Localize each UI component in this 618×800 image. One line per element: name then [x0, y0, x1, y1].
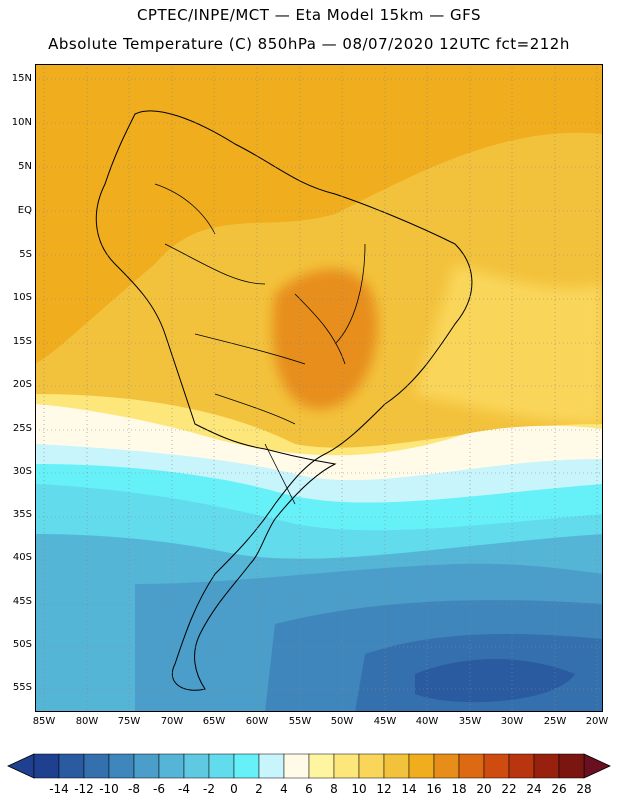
colorbar-min-arrow: [7, 753, 35, 779]
colorbar-max-arrow: [583, 753, 611, 779]
colorbar-swatch: [458, 753, 485, 779]
colorbar-swatch: [208, 753, 235, 779]
lon-label: 60W: [245, 716, 269, 727]
colorbar-swatch: [158, 753, 185, 779]
colorbar-swatch: [83, 753, 110, 779]
colorbar-label: 22: [501, 782, 517, 796]
colorbar: [7, 753, 611, 779]
lon-label: 65W: [202, 716, 226, 727]
lat-label: 45S: [12, 596, 32, 607]
east-light-band: [415, 264, 603, 424]
colorbar-label: -2: [203, 782, 215, 796]
colorbar-swatch: [233, 753, 260, 779]
lon-label: 70W: [160, 716, 184, 727]
darkest-blue-core: [415, 659, 575, 703]
colorbar-swatch: [58, 753, 85, 779]
colorbar-swatch: [483, 753, 510, 779]
colorbar-label: 24: [526, 782, 542, 796]
colorbar-swatch: [508, 753, 535, 779]
graticule: [35, 64, 603, 712]
colorbar-label: 0: [230, 782, 238, 796]
lon-label: 45W: [373, 716, 397, 727]
lat-label: 40S: [12, 552, 32, 563]
colorbar-swatch: [433, 753, 460, 779]
colorbar-label: -14: [49, 782, 69, 796]
colorbar-label: 28: [576, 782, 592, 796]
colorbar-label: 20: [476, 782, 492, 796]
colorbar-label: 14: [401, 782, 417, 796]
lat-label: 15N: [11, 73, 32, 84]
lat-label: 55S: [12, 682, 32, 693]
warm-north-band: [35, 64, 603, 364]
colorbar-label: 12: [376, 782, 392, 796]
colorbar-label: -4: [178, 782, 190, 796]
lon-label: 85W: [32, 716, 56, 727]
colorbar-label: 26: [551, 782, 567, 796]
colorbar-swatch: [333, 753, 360, 779]
colorbar-label: -10: [99, 782, 119, 796]
lat-label: 20S: [12, 379, 32, 390]
colorbar-swatch: [308, 753, 335, 779]
colorbar-label: 4: [280, 782, 288, 796]
lat-label: 10N: [11, 117, 32, 128]
lat-label: EQ: [17, 205, 32, 216]
lat-label: 10S: [12, 292, 32, 303]
lat-label: 25S: [12, 423, 32, 434]
lon-label: 25W: [543, 716, 567, 727]
lat-label: 5S: [19, 249, 32, 260]
south-america-outline: [95, 110, 473, 691]
lon-label: 75W: [117, 716, 141, 727]
colorbar-label: 10: [351, 782, 367, 796]
colorbar-swatch: [33, 753, 60, 779]
colorbar-swatch: [558, 753, 585, 779]
colorbar-label: 6: [305, 782, 313, 796]
lon-label: 35W: [458, 716, 482, 727]
map-canvas: [35, 64, 603, 712]
colorbar-label: -8: [128, 782, 140, 796]
colorbar-label: 16: [426, 782, 442, 796]
colorbar-swatch: [358, 753, 385, 779]
country-borders: [154, 183, 366, 505]
interior-hot-core: [272, 269, 378, 410]
lon-label: 50W: [330, 716, 354, 727]
title-line-1: CPTEC/INPE/MCT — Eta Model 15km — GFS: [136, 6, 482, 24]
lon-label: 40W: [415, 716, 439, 727]
colorbar-swatch: [283, 753, 310, 779]
lat-label: 5N: [18, 161, 32, 172]
lat-label: 35S: [12, 509, 32, 520]
colorbar-swatch: [533, 753, 560, 779]
colorbar-swatch: [258, 753, 285, 779]
colorbar-swatch: [408, 753, 435, 779]
lat-label: 15S: [12, 336, 32, 347]
colorbar-swatch: [383, 753, 410, 779]
colorbar-label: 18: [451, 782, 467, 796]
lon-label: 80W: [75, 716, 99, 727]
lon-label: 20W: [585, 716, 609, 727]
colorbar-swatch: [108, 753, 135, 779]
lat-label: 30S: [12, 466, 32, 477]
colorbar-label: 8: [330, 782, 338, 796]
colorbar-label: 2: [255, 782, 263, 796]
colorbar-label: -12: [74, 782, 94, 796]
lat-label: 50S: [12, 639, 32, 650]
temperature-map: [35, 64, 603, 712]
colorbar-label: -6: [153, 782, 165, 796]
colorbar-swatch: [133, 753, 160, 779]
lon-label: 55W: [288, 716, 312, 727]
lon-label: 30W: [500, 716, 524, 727]
colorbar-swatch: [183, 753, 210, 779]
title-line-2: Absolute Temperature (C) 850hPa — 08/07/…: [48, 35, 570, 53]
